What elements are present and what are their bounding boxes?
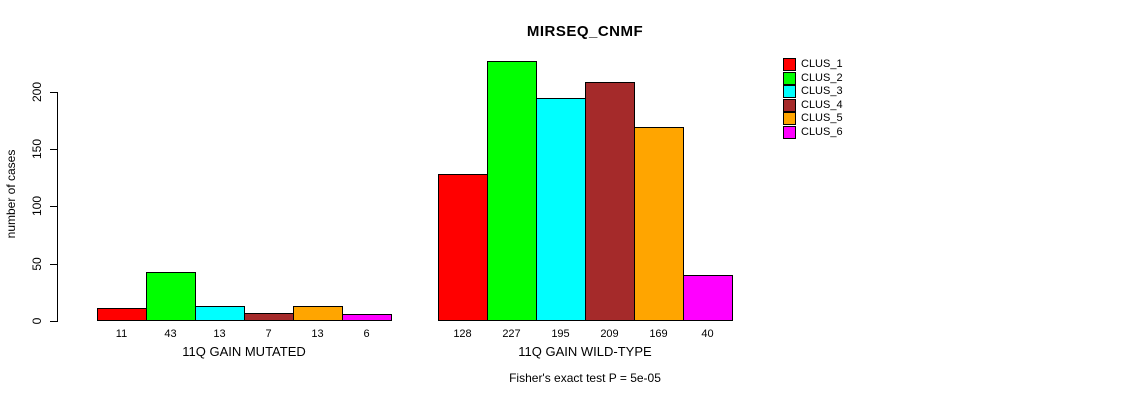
legend-swatch-clus_5 <box>783 112 796 125</box>
legend-label-clus_1: CLUS_1 <box>801 58 843 70</box>
bar-value-label: 7 <box>265 328 272 340</box>
y-axis-tick <box>50 149 57 150</box>
bar-clus_5-mutated <box>293 306 343 321</box>
x-group-label: 11Q GAIN WILD-TYPE <box>518 344 652 359</box>
y-axis-tick <box>50 321 57 322</box>
y-axis-tick <box>50 264 57 265</box>
y-axis-tick <box>50 92 57 93</box>
bar-value-label: 195 <box>551 328 570 340</box>
annotation-text: Fisher's exact test P = 5e-05 <box>509 371 661 385</box>
y-axis-tick <box>50 206 57 207</box>
legend-label-clus_2: CLUS_2 <box>801 71 843 84</box>
bar-clus_4-wildtype <box>585 82 635 321</box>
bar-clus_2-wildtype <box>487 61 537 321</box>
bar-value-label: 13 <box>311 328 324 340</box>
legend-swatch-clus_4 <box>783 98 796 112</box>
bar-value-label: 43 <box>164 328 177 340</box>
bar-clus_5-wildtype <box>634 127 684 321</box>
bar-value-label: 128 <box>453 328 472 340</box>
legend-swatch-clus_3 <box>783 85 796 98</box>
bar-clus_6-mutated <box>342 314 392 321</box>
y-tick-label: 50 <box>30 257 44 271</box>
legend-swatch-clus_1 <box>783 58 796 71</box>
y-tick-label: 150 <box>30 138 44 160</box>
y-axis-label: number of cases <box>4 149 18 239</box>
y-tick-label: 100 <box>30 195 44 217</box>
legend-label-clus_3: CLUS_3 <box>801 85 843 97</box>
bar-clus_6-wildtype <box>683 275 733 321</box>
bar-clus_3-wildtype <box>536 98 586 321</box>
bar-value-label: 209 <box>600 328 619 340</box>
bar-clus_1-mutated <box>97 308 147 321</box>
y-tick-label: 0 <box>30 317 44 325</box>
legend-label-clus_6: CLUS_6 <box>801 125 843 138</box>
bar-clus_3-mutated <box>195 306 245 321</box>
legend-swatch-clus_2 <box>783 71 796 85</box>
legend-label-clus_4: CLUS_4 <box>801 98 843 111</box>
legend-label-clus_5: CLUS_5 <box>801 112 843 124</box>
y-tick-label: 200 <box>30 81 44 103</box>
bar-value-label: 169 <box>649 328 668 340</box>
x-group-label: 11Q GAIN MUTATED <box>182 344 306 359</box>
y-axis-line <box>57 92 58 322</box>
bar-value-label: 6 <box>363 328 370 340</box>
bar-value-label: 227 <box>502 328 521 340</box>
chart-title: MIRSEQ_CNMF <box>526 23 644 40</box>
legend-swatch-clus_6 <box>783 125 796 139</box>
bar-value-label: 11 <box>115 328 128 340</box>
bar-clus_1-wildtype <box>438 174 488 321</box>
bar-clus_2-mutated <box>146 272 196 321</box>
bar-clus_4-mutated <box>244 313 294 321</box>
bar-value-label: 13 <box>213 328 226 340</box>
bar-value-label: 40 <box>701 328 714 340</box>
